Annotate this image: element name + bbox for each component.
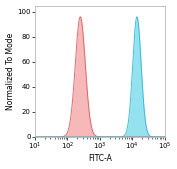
X-axis label: FITC-A: FITC-A — [88, 154, 112, 163]
Y-axis label: Normalized To Mode: Normalized To Mode — [5, 33, 15, 110]
